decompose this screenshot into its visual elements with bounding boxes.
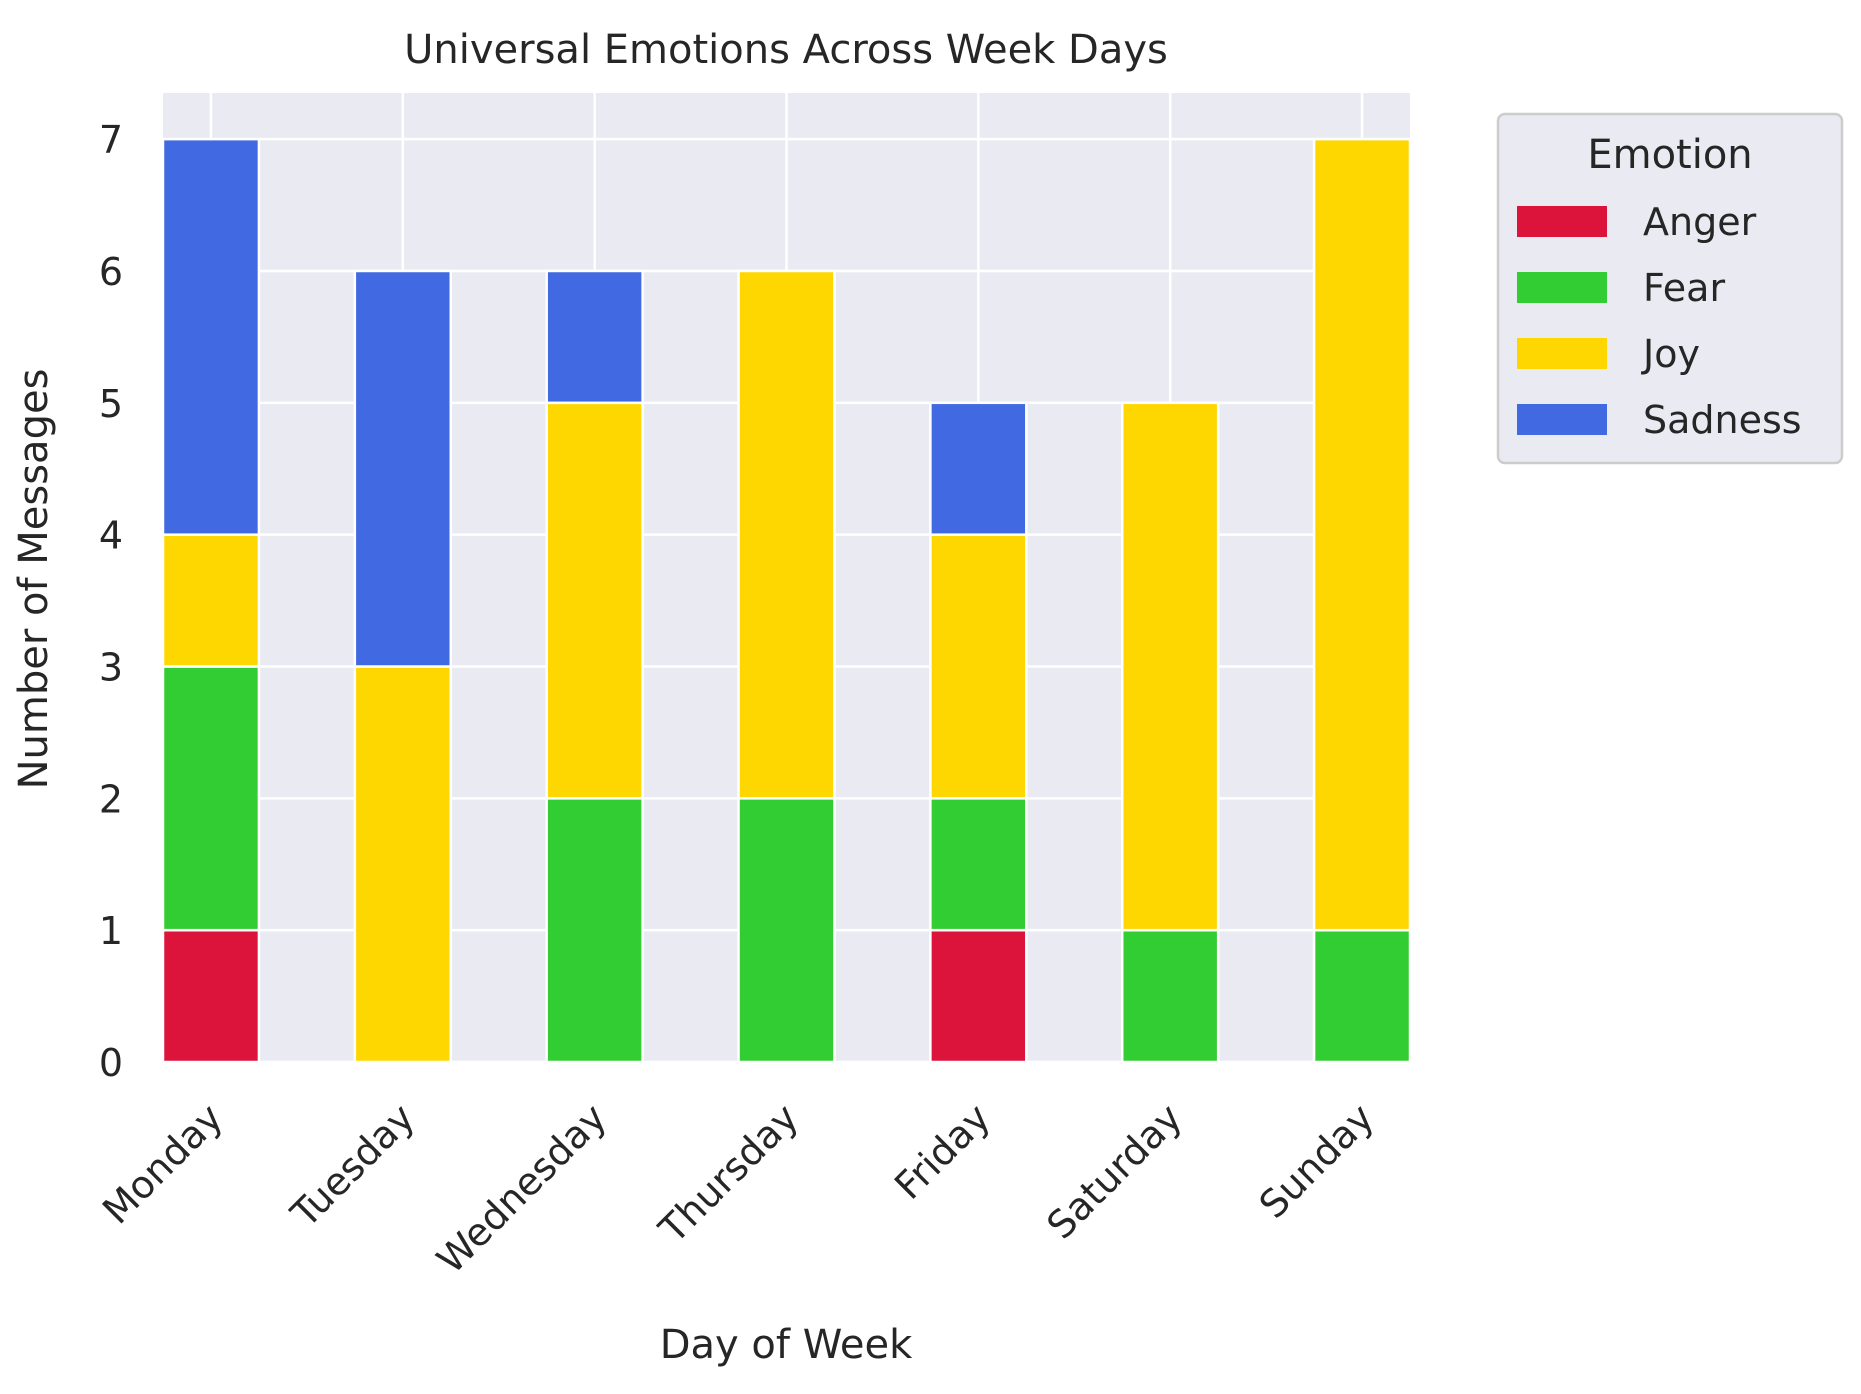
bar-joy-wednesday	[545, 401, 644, 800]
legend-swatch-fear	[1517, 272, 1607, 303]
legend-items: Anger Fear Joy Sadness	[1517, 200, 1802, 442]
bar-fear-wednesday	[545, 797, 644, 1064]
bar-fear-sunday	[1312, 928, 1412, 1064]
y-tick-label: 1	[99, 909, 123, 953]
bar-joy-tuesday	[353, 665, 453, 1064]
bar-sadness-monday	[161, 137, 261, 536]
legend-swatch-joy	[1517, 338, 1607, 369]
bar-fear-thursday	[737, 797, 836, 1064]
y-tick-label: 7	[99, 118, 123, 162]
legend-label-joy: Joy	[1641, 332, 1700, 376]
legend-title: Emotion	[1587, 132, 1752, 178]
x-tick-label: Saturday	[1038, 1095, 1190, 1247]
bar-anger-friday	[929, 928, 1028, 1064]
bar-fear-saturday	[1120, 928, 1220, 1064]
y-tick-label: 4	[99, 514, 123, 558]
x-tick-label: Tuesday	[282, 1095, 423, 1236]
x-tick-labels: Monday Tuesday Wednesday Thursday Friday Satu…	[94, 1095, 1382, 1282]
x-tick-label: Thursday	[650, 1095, 807, 1252]
bar-fear-monday	[161, 665, 261, 932]
bar-sadness-friday	[929, 401, 1028, 536]
y-tick-labels: 0 1 2 3 4 5 6 7	[99, 118, 123, 1085]
legend-swatch-sadness	[1517, 404, 1607, 435]
bar-joy-monday	[161, 533, 261, 668]
chart-title: Universal Emotions Across Week Days	[404, 27, 1168, 73]
legend-swatch-anger	[1517, 206, 1607, 237]
x-tick-label: Sunday	[1251, 1095, 1383, 1227]
bar-joy-thursday	[737, 269, 836, 800]
legend-label-fear: Fear	[1643, 266, 1725, 310]
x-tick-label: Friday	[886, 1095, 999, 1208]
x-tick-label: Wednesday	[428, 1095, 615, 1282]
y-tick-label: 5	[99, 382, 123, 426]
legend-label-anger: Anger	[1643, 200, 1757, 244]
bar-anger-monday	[161, 928, 261, 1064]
legend-label-sadness: Sadness	[1643, 398, 1802, 442]
bar-fear-friday	[929, 797, 1028, 932]
legend-box	[1496, 112, 1844, 465]
bar-joy-friday	[929, 533, 1028, 800]
x-axis-label: Day of Week	[660, 1322, 913, 1368]
bar-sadness-wednesday	[545, 269, 644, 405]
bar-joy-saturday	[1120, 401, 1220, 932]
y-tick-label: 6	[99, 250, 123, 294]
y-axis-label: Number of Messages	[11, 369, 57, 790]
x-tick-label: Monday	[94, 1095, 231, 1232]
bar-joy-sunday	[1312, 137, 1412, 932]
bar-sadness-tuesday	[353, 269, 453, 668]
y-tick-label: 3	[99, 645, 123, 689]
y-tick-label: 0	[99, 1041, 123, 1085]
legend: Emotion Anger Fear Joy Sadness	[1496, 112, 1844, 465]
y-tick-label: 2	[99, 777, 123, 821]
bars	[161, 137, 1412, 1064]
